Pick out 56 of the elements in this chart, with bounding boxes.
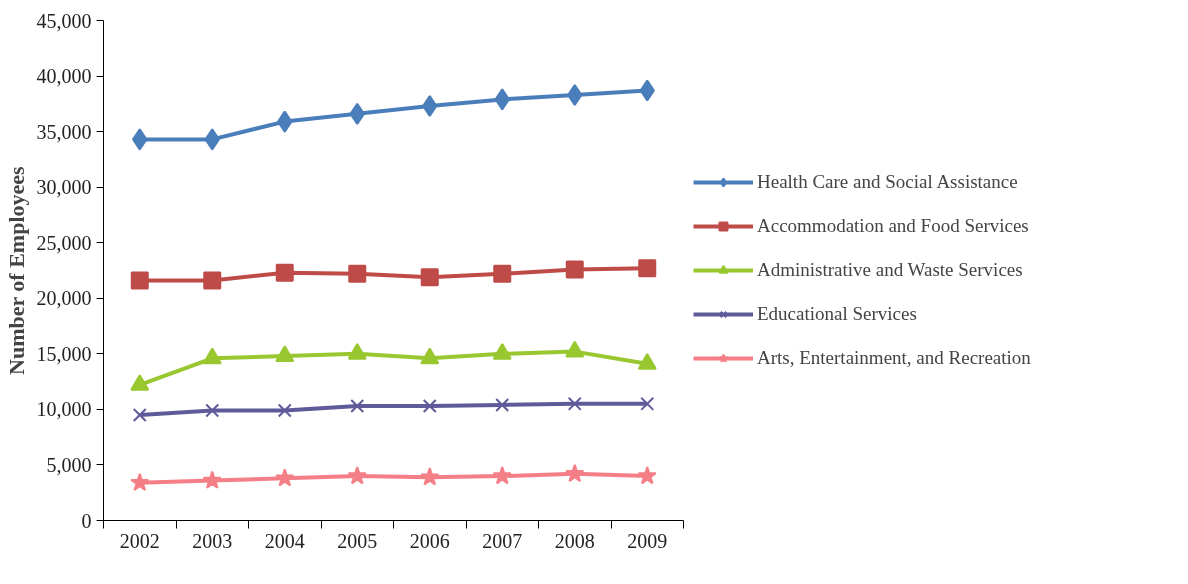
point bbox=[638, 259, 657, 278]
legend-label: Accommodation and Food Services bbox=[757, 215, 1029, 237]
point bbox=[202, 470, 222, 489]
y-tick-label: 35,000 bbox=[36, 120, 92, 143]
point bbox=[277, 403, 292, 418]
point bbox=[640, 396, 655, 411]
point bbox=[132, 407, 147, 422]
y-tick-label: 15,000 bbox=[36, 342, 92, 365]
point bbox=[130, 374, 150, 391]
point bbox=[420, 467, 440, 486]
y-tick-label: 30,000 bbox=[36, 176, 92, 199]
point bbox=[495, 397, 510, 412]
point bbox=[203, 271, 222, 290]
legend-label: Educational Services bbox=[757, 303, 917, 325]
legend-label: Administrative and Waste Services bbox=[757, 259, 1023, 281]
y-tick-label: 25,000 bbox=[36, 231, 92, 254]
point bbox=[347, 343, 367, 360]
y-tick-label: 45,000 bbox=[36, 9, 92, 32]
point bbox=[275, 468, 295, 487]
y-tick-label: 20,000 bbox=[36, 287, 92, 310]
point bbox=[637, 353, 657, 370]
x-tick-label: 2005 bbox=[337, 529, 378, 552]
point bbox=[492, 466, 512, 485]
point bbox=[567, 396, 582, 411]
x-tick-label: 2008 bbox=[554, 529, 595, 552]
point bbox=[275, 345, 295, 362]
x-tick-label: 2002 bbox=[119, 529, 160, 552]
point bbox=[493, 264, 512, 283]
point bbox=[422, 399, 437, 414]
point bbox=[565, 340, 585, 358]
point bbox=[205, 403, 220, 418]
point bbox=[347, 466, 367, 485]
point bbox=[275, 263, 294, 282]
point bbox=[637, 466, 657, 485]
point bbox=[420, 268, 439, 287]
y-tick-label: 5,000 bbox=[46, 453, 92, 476]
y-tick-label: 40,000 bbox=[36, 65, 92, 88]
legend-label: Arts, Entertainment, and Recreation bbox=[757, 347, 1031, 369]
y-axis-title: Number of Employees bbox=[3, 165, 29, 375]
x-tick-label: 2006 bbox=[409, 529, 450, 552]
point bbox=[420, 347, 440, 365]
point bbox=[350, 399, 365, 414]
point bbox=[348, 264, 367, 283]
point bbox=[130, 472, 150, 491]
point bbox=[492, 343, 512, 360]
x-tick-label: 2004 bbox=[264, 529, 305, 552]
point bbox=[202, 347, 222, 365]
x-tick-label: 2007 bbox=[482, 529, 523, 552]
x-tick-label: 2003 bbox=[192, 529, 233, 552]
point bbox=[565, 260, 584, 279]
y-tick-label: 10,000 bbox=[36, 398, 92, 421]
x-tick-label: 2009 bbox=[627, 529, 668, 552]
y-tick-label: 0 bbox=[81, 509, 92, 532]
point bbox=[130, 271, 149, 290]
legend-label: Health Care and Social Assistance bbox=[757, 171, 1018, 193]
point bbox=[565, 463, 585, 483]
